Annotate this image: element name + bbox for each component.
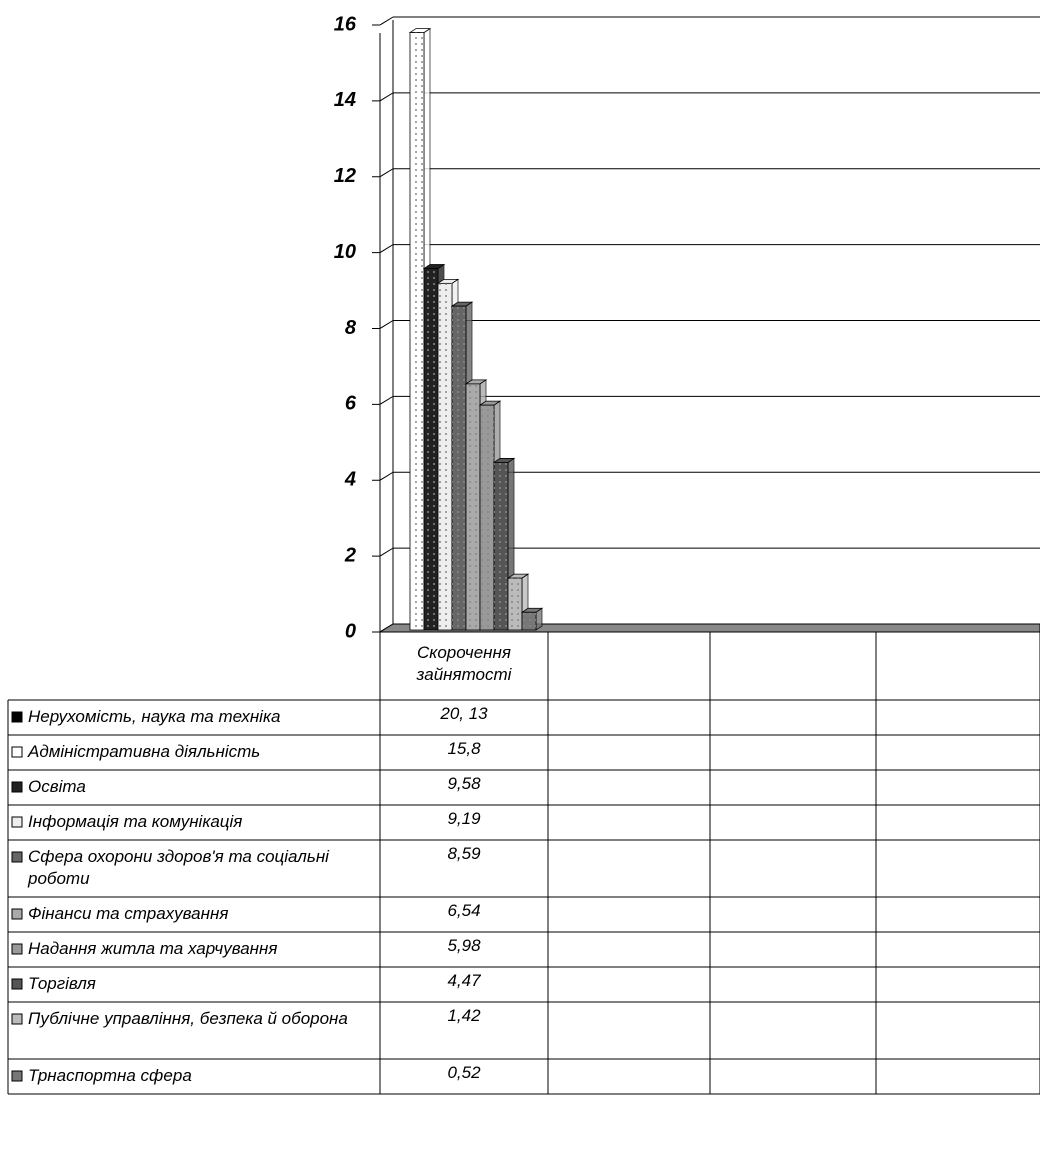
bar-texture — [466, 383, 480, 630]
y-tick-label: 8 — [345, 317, 357, 339]
legend-swatch — [11, 908, 23, 920]
grid-line — [379, 320, 394, 329]
y-tick-label: 10 — [334, 241, 356, 263]
data-label: 1,42 — [447, 1006, 481, 1025]
y-tick-label: 14 — [334, 89, 356, 111]
data-label: 4,47 — [447, 971, 481, 990]
bar-texture — [522, 612, 536, 630]
legend-swatch — [11, 816, 23, 828]
bar-texture — [424, 268, 438, 630]
legend-swatch — [11, 851, 23, 863]
legend-label: Надання житла та харчування — [28, 939, 278, 958]
data-label: 8,59 — [447, 844, 481, 863]
data-label: 20, 13 — [440, 704, 488, 723]
legend-swatch — [11, 711, 23, 723]
bar-texture — [480, 405, 494, 630]
legend-label: Інформація та комунікація — [28, 812, 243, 831]
bar-texture — [508, 578, 522, 630]
y-tick-label: 6 — [345, 393, 357, 415]
grid-line — [379, 168, 394, 178]
floor — [378, 623, 1040, 633]
grid-line — [379, 547, 394, 557]
category-label: Скорочення зайнятості — [416, 643, 512, 684]
legend-label: Нерухомість, наука та техніка — [28, 707, 281, 726]
legend-swatch — [11, 978, 23, 990]
grid-line — [379, 395, 394, 405]
bar-texture — [452, 306, 466, 630]
y-tick-label: 2 — [344, 544, 356, 566]
y-tick-label: 12 — [334, 165, 356, 187]
data-label: 6,54 — [447, 901, 481, 920]
legend-label: Трнаспортна сфера — [28, 1066, 192, 1085]
bar-texture — [438, 283, 452, 630]
legend-swatch — [11, 781, 23, 793]
data-label: 9,58 — [447, 774, 481, 793]
legend-swatch — [11, 1070, 23, 1082]
bar-texture — [494, 462, 508, 630]
legend-label: Адміністративна діяльність — [28, 742, 261, 761]
y-tick-label: 0 — [345, 620, 356, 642]
data-label: 0,52 — [447, 1063, 481, 1082]
legend-swatch — [11, 943, 23, 955]
legend-swatch — [11, 746, 23, 758]
grid-line — [379, 92, 394, 102]
bar-texture — [410, 32, 424, 630]
grid-line — [379, 16, 394, 26]
legend-label: Фінанси та страхування — [28, 904, 229, 923]
grid-line — [379, 244, 394, 254]
data-label: 5,98 — [447, 936, 481, 955]
y-tick-label: 4 — [344, 469, 356, 491]
legend-swatch — [11, 1013, 23, 1025]
y-tick-label: 16 — [334, 13, 357, 35]
data-label: 15,8 — [447, 739, 481, 758]
legend-label: Торгівля — [28, 974, 96, 993]
legend-label: Публічне управління, безпека й оборона — [28, 1009, 348, 1028]
legend-label: Сфера охорони здоров'я та соціальні робо… — [28, 847, 329, 888]
grid-line — [379, 471, 394, 481]
data-label: 9,19 — [447, 809, 481, 828]
legend-label: Освіта — [28, 777, 86, 796]
